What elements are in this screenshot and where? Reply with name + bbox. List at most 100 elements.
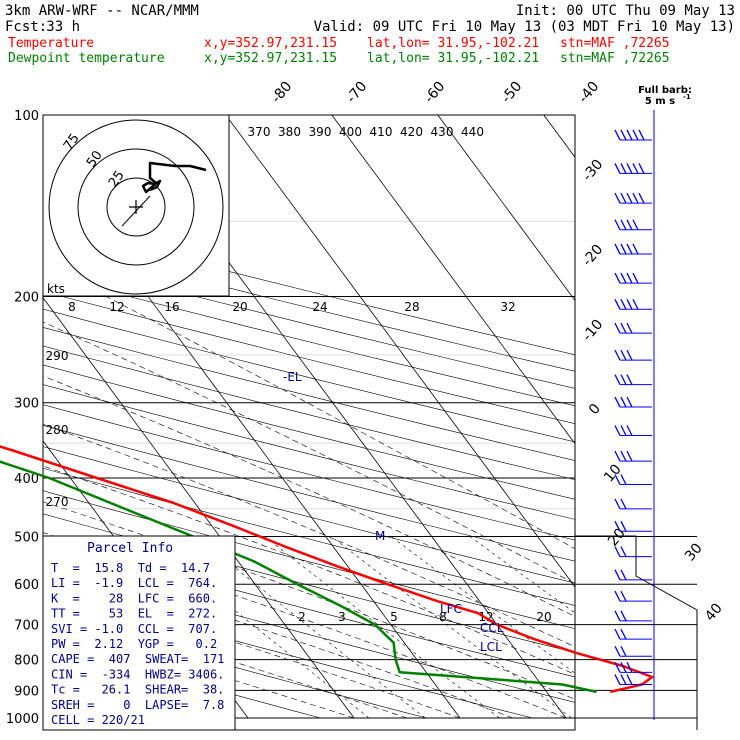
parcel-info-row: K = 28 LFC = 660. [51, 591, 217, 605]
dry-adiabat [43, 327, 575, 461]
wind-barb [614, 322, 652, 334]
isotherm-line [225, 115, 575, 588]
isotherm-line [43, 297, 355, 719]
pressure-tick-label: 200 [14, 291, 39, 306]
parcel-info-row: TT = 53 EL = 272. [51, 607, 217, 621]
dewpoint-latlon: lat,lon= 31.95,-102.21 [367, 51, 539, 66]
wind-barb [614, 129, 652, 141]
hodograph: 25 50 75 kts [42, 114, 230, 297]
isotherm-label: -70 [343, 79, 370, 107]
wind-barbs [614, 129, 652, 686]
isotherm-label: -50 [498, 79, 525, 107]
wind-barb [614, 474, 652, 486]
model-title: 3km ARW-WRF -- NCAR/MMM [5, 3, 199, 19]
mixing-ratio-label: 20 [536, 610, 551, 624]
pressure-tick-label: 100 [14, 109, 39, 124]
parcel-info-row: CAPE = 407 SWEAT= 171 [51, 652, 224, 666]
dry-adiabat [0, 115, 3, 718]
isotherm-label: -30 [579, 157, 606, 185]
parcel-marker-m: M [375, 529, 385, 543]
pressure-tick-label: 900 [14, 684, 39, 699]
theta-e-label: 420 [400, 125, 423, 139]
dewpoint-legend-line: Dewpoint temperature x,y=352.97,231.15 l… [8, 51, 670, 66]
parcel-marker-el: -EL [283, 370, 302, 384]
hodograph-ring-25 [106, 177, 166, 237]
isotherm-label: -80 [268, 79, 295, 107]
temperature-legend-line: Temperature x,y=352.97,231.15 lat,lon= 3… [8, 36, 670, 51]
moist-adiabat [43, 532, 567, 719]
parcel-markers: -EL M LFC CCL LCL [283, 370, 504, 654]
isotherm-label: -60 [421, 79, 448, 107]
wind-barb [614, 569, 652, 581]
mixing-ratio-label: 8 [68, 300, 76, 314]
theta-label: 270 [46, 495, 69, 509]
forecast-hours: 33 h [46, 19, 80, 35]
pressure-tick-label: 500 [14, 530, 39, 545]
wind-barb [614, 645, 652, 657]
temperature-station: stn=MAF ,72265 [560, 36, 670, 51]
wind-barb [614, 299, 652, 310]
dry-adiabat [43, 291, 575, 425]
header: 3km ARW-WRF -- NCAR/MMM Init: 00 UTC Thu… [5, 3, 735, 66]
parcel-info-row: T = 15.8 Td = 14.7 [51, 561, 210, 575]
temperature-trace [0, 445, 654, 694]
parcel-info-row: CELL = 220/21 [51, 713, 145, 727]
theta-e-labels: 370 380 390 400 410 420 430 440 [248, 125, 484, 139]
init-time: Init: 00 UTC Thu 09 May 13 [516, 3, 735, 19]
wind-barb [614, 590, 652, 602]
pressure-tick-label: 300 [14, 397, 39, 412]
dry-adiabat [43, 490, 575, 629]
parcel-info-frame [42, 535, 236, 731]
moist-adiabat [43, 423, 575, 648]
mixing-ratio-line [391, 536, 575, 674]
wind-barb [614, 674, 652, 686]
pressure-tick-label: 400 [14, 472, 39, 487]
isotherm-label: 40 [702, 600, 726, 624]
temperature-legend-label: Temperature [8, 36, 94, 51]
mixing-ratio-label: 5 [390, 610, 398, 624]
dewpoint-xy: x,y=352.97,231.15 [204, 51, 337, 66]
mixing-ratio-label: 12 [109, 300, 124, 314]
wind-barb [614, 520, 652, 532]
dry-adiabat [43, 587, 533, 719]
parcel-info-row: CIN = -334 HWBZ= 3406. [51, 667, 224, 681]
parcel-info-row: PW = 2.12 YGP = 0.2 [51, 637, 217, 651]
wind-barb [614, 349, 652, 361]
mixing-ratio-label: 16 [164, 300, 179, 314]
pressure-tick-label: 700 [14, 619, 39, 634]
isotherm-label: -20 [579, 242, 606, 270]
wind-barb [614, 396, 652, 408]
hodograph-ring-75 [48, 119, 224, 295]
dry-adiabat [43, 613, 427, 719]
wind-barb-legend: Full barb: 5 m s -1 [638, 85, 692, 107]
pressure-tick-label: 600 [14, 578, 39, 593]
pressure-tick-label: 800 [14, 654, 39, 669]
theta-e-label: 440 [461, 125, 484, 139]
dry-adiabat [43, 240, 575, 372]
wind-barb-legend-exponent: -1 [683, 93, 691, 101]
parcel-info-row: SREH = 0 LAPSE= 7.8 [51, 698, 224, 712]
hodograph-trace [141, 161, 207, 194]
dry-adiabat [43, 446, 575, 584]
hodograph-ring-50 [77, 148, 195, 266]
parcel-info-title: Parcel Info [87, 541, 173, 556]
isotherm-line [543, 115, 575, 158]
isotherm-line [437, 115, 575, 302]
mixing-ratio-line [195, 536, 426, 719]
wind-barb [614, 243, 652, 255]
parcel-marker-lcl: LCL [480, 640, 502, 654]
theta-label: 290 [46, 349, 69, 363]
plot-frame [42, 114, 576, 731]
pressure-tick-label: 1000 [6, 712, 39, 727]
isotherm-label: 30 [682, 540, 706, 564]
dry-adiabat [43, 308, 575, 443]
hodograph-storm-motion [121, 195, 151, 227]
parcel-info-row: Tc = 26.1 SHEAR= 38. [51, 683, 224, 697]
wind-barb [614, 425, 652, 436]
wind-barb [614, 374, 652, 386]
mixing-ratio-line [264, 536, 500, 719]
theta-e-label: 390 [309, 125, 332, 139]
theta-labels: 290 280 270 [46, 349, 69, 509]
isotherm-label: 10 [601, 461, 625, 485]
parcel-info-row: LI = -1.9 LCL = 764. [51, 576, 217, 590]
